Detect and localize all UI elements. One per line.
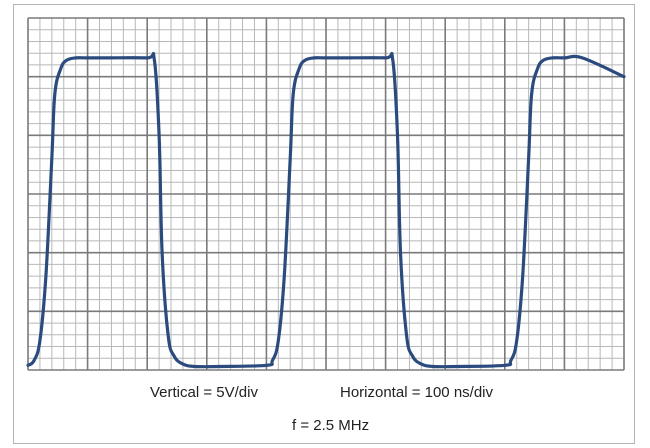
square-wave-trace <box>26 51 626 369</box>
major-grid <box>27 17 625 371</box>
horizontal-scale-caption: Horizontal = 100 ns/div <box>340 384 494 401</box>
frequency-caption: f = 2.5 MHz <box>292 417 370 434</box>
trace-layer <box>26 51 626 369</box>
vertical-scale-caption: Vertical = 5V/div <box>150 384 258 401</box>
